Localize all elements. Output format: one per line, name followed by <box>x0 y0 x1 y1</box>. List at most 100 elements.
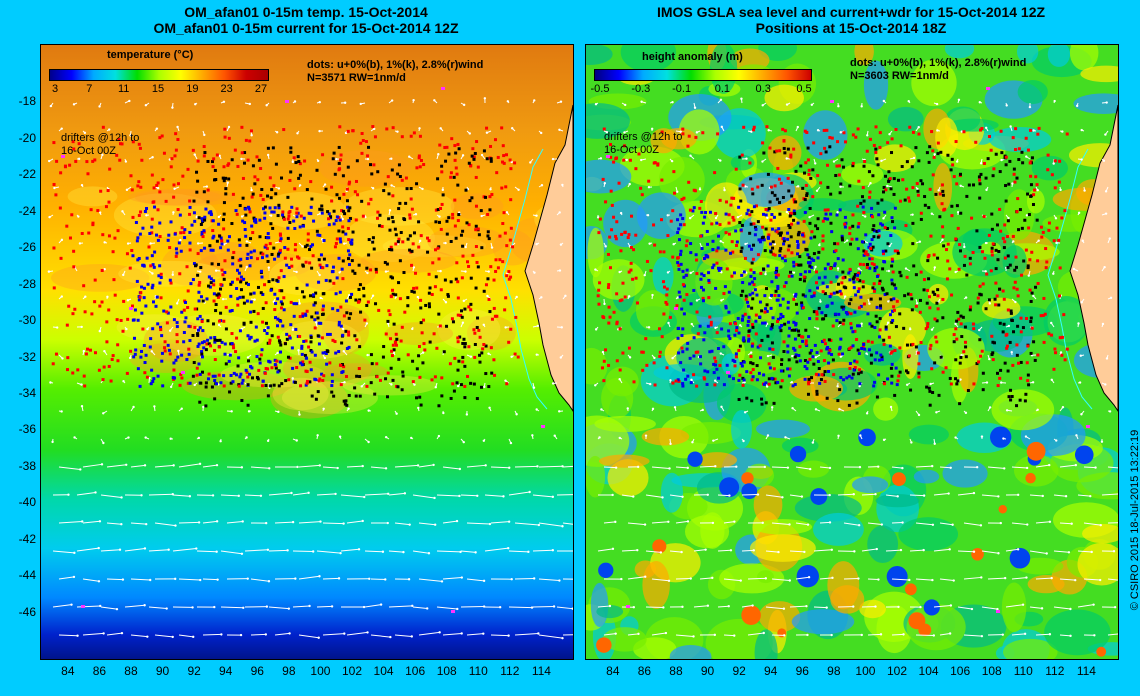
right-drifter-dot <box>997 250 1001 254</box>
right-drifter-dot <box>860 240 864 244</box>
left-drifter-dot <box>243 207 247 211</box>
right-drifter-dot <box>826 345 830 349</box>
left-drifter-dot <box>157 274 161 278</box>
right-drifter-dot <box>878 317 882 321</box>
right-drifter-dot <box>776 166 780 170</box>
sea-level-eddy <box>757 570 774 584</box>
right-arrow <box>957 550 975 553</box>
left-drifter-dot <box>194 264 198 268</box>
right-drifter-dot <box>763 321 767 325</box>
right-drifter-dot <box>999 129 1003 133</box>
left-drifter-dot <box>72 265 76 269</box>
right-drifter-dot <box>808 206 812 210</box>
left-arrow-head <box>242 606 245 609</box>
right-drifter-dot <box>872 282 876 286</box>
left-arrow-head <box>341 217 344 221</box>
left-drifter-dot <box>197 342 201 346</box>
right-arrow <box>939 466 951 469</box>
left-arrow <box>268 549 288 552</box>
left-arrow-head <box>468 132 471 135</box>
left-arrow <box>172 548 197 552</box>
left-arrow-head <box>348 293 351 297</box>
right-drifter-dot <box>1009 398 1013 402</box>
right-arrow-head <box>917 125 920 129</box>
left-drifter-dot <box>229 294 233 298</box>
left-drifter-dot <box>484 195 488 199</box>
right-drifter-dot <box>704 210 708 214</box>
right-drifter-dot <box>597 288 601 292</box>
left-arrow-head <box>288 632 291 635</box>
right-drifter-dot <box>815 312 819 316</box>
left-drifter-dot <box>199 222 203 226</box>
left-arrow <box>556 606 573 610</box>
right-drifter-dot <box>640 350 644 354</box>
right-drifter-dot <box>710 349 714 353</box>
right-drifter-dot <box>692 336 696 340</box>
right-drifter-dot <box>858 279 862 283</box>
left-drifter-dot <box>369 381 373 385</box>
left-arrow-head <box>532 386 536 389</box>
left-drifter-dot <box>293 380 297 384</box>
left-drifter-dot <box>396 385 400 389</box>
right-arrow-head <box>735 465 738 468</box>
right-arrow-head <box>693 106 697 109</box>
right-drifter-dot <box>609 155 613 159</box>
right-drifter-dot <box>794 322 798 326</box>
right-arrow-head <box>846 239 849 242</box>
right-drifter-dot <box>937 393 941 397</box>
left-drifter-dot <box>302 216 306 220</box>
right-drifter-dot <box>867 348 871 352</box>
left-arrow-head <box>172 211 175 214</box>
left-drifter-dot <box>443 146 447 150</box>
right-drifter-dot <box>893 348 897 352</box>
left-drifter-dot <box>292 302 296 306</box>
right-arrow-head <box>811 441 815 444</box>
left-arrow-head <box>396 130 399 133</box>
right-arrow-head <box>875 547 878 551</box>
left-drifter-dot <box>301 312 305 316</box>
left-drifter-dot <box>451 382 455 386</box>
right-drifter-dot <box>637 152 641 156</box>
right-arrow <box>1035 633 1050 636</box>
left-drifter-dot <box>333 340 337 344</box>
right-drifter-dot <box>925 151 929 155</box>
left-drifter-dot <box>132 355 136 359</box>
sea-level-eddy <box>730 154 755 171</box>
right-drifter-dot <box>996 258 1000 262</box>
right-arrow-head <box>866 134 869 137</box>
left-drifter-dot <box>387 217 391 221</box>
right-drifter-dot <box>652 361 656 365</box>
left-drifter-dot <box>274 301 278 305</box>
high-anomaly-eddy <box>1025 472 1036 484</box>
sea-level-eddy <box>641 427 690 446</box>
right-drifter-dot <box>826 262 830 266</box>
left-drifter-dot <box>370 362 374 366</box>
right-drifter-dot <box>877 229 881 233</box>
left-arrow-head <box>379 603 383 606</box>
right-drifter-dot <box>1029 351 1033 355</box>
right-drifter-dot <box>1016 324 1020 328</box>
left-drifter-dot <box>474 286 478 290</box>
right-arrow <box>1035 521 1050 524</box>
left-drifter-dot <box>486 277 490 281</box>
left-arrow-head <box>462 103 466 107</box>
right-drifter-dot <box>609 143 613 147</box>
right-drifter-dot <box>927 386 931 390</box>
right-drifter-dot <box>681 269 685 273</box>
left-arrow <box>466 522 490 525</box>
left-arrow-head <box>438 215 441 218</box>
left-arrow <box>148 606 167 610</box>
left-arrow-head <box>193 153 196 156</box>
right-arrow-head <box>720 125 724 129</box>
right-arrow-head <box>1079 354 1082 357</box>
right-drifter-dot <box>959 322 963 326</box>
right-drifter-dot <box>1000 151 1004 155</box>
left-drifter-dot <box>287 378 291 382</box>
right-drifter-dot <box>946 259 950 263</box>
right-drifter-dot <box>742 270 746 274</box>
left-arrow <box>268 606 289 610</box>
right-drifter-dot <box>1001 289 1005 293</box>
right-arrow-head <box>930 328 934 331</box>
right-arrow-head <box>742 439 745 443</box>
right-drifter-dot <box>711 239 715 243</box>
